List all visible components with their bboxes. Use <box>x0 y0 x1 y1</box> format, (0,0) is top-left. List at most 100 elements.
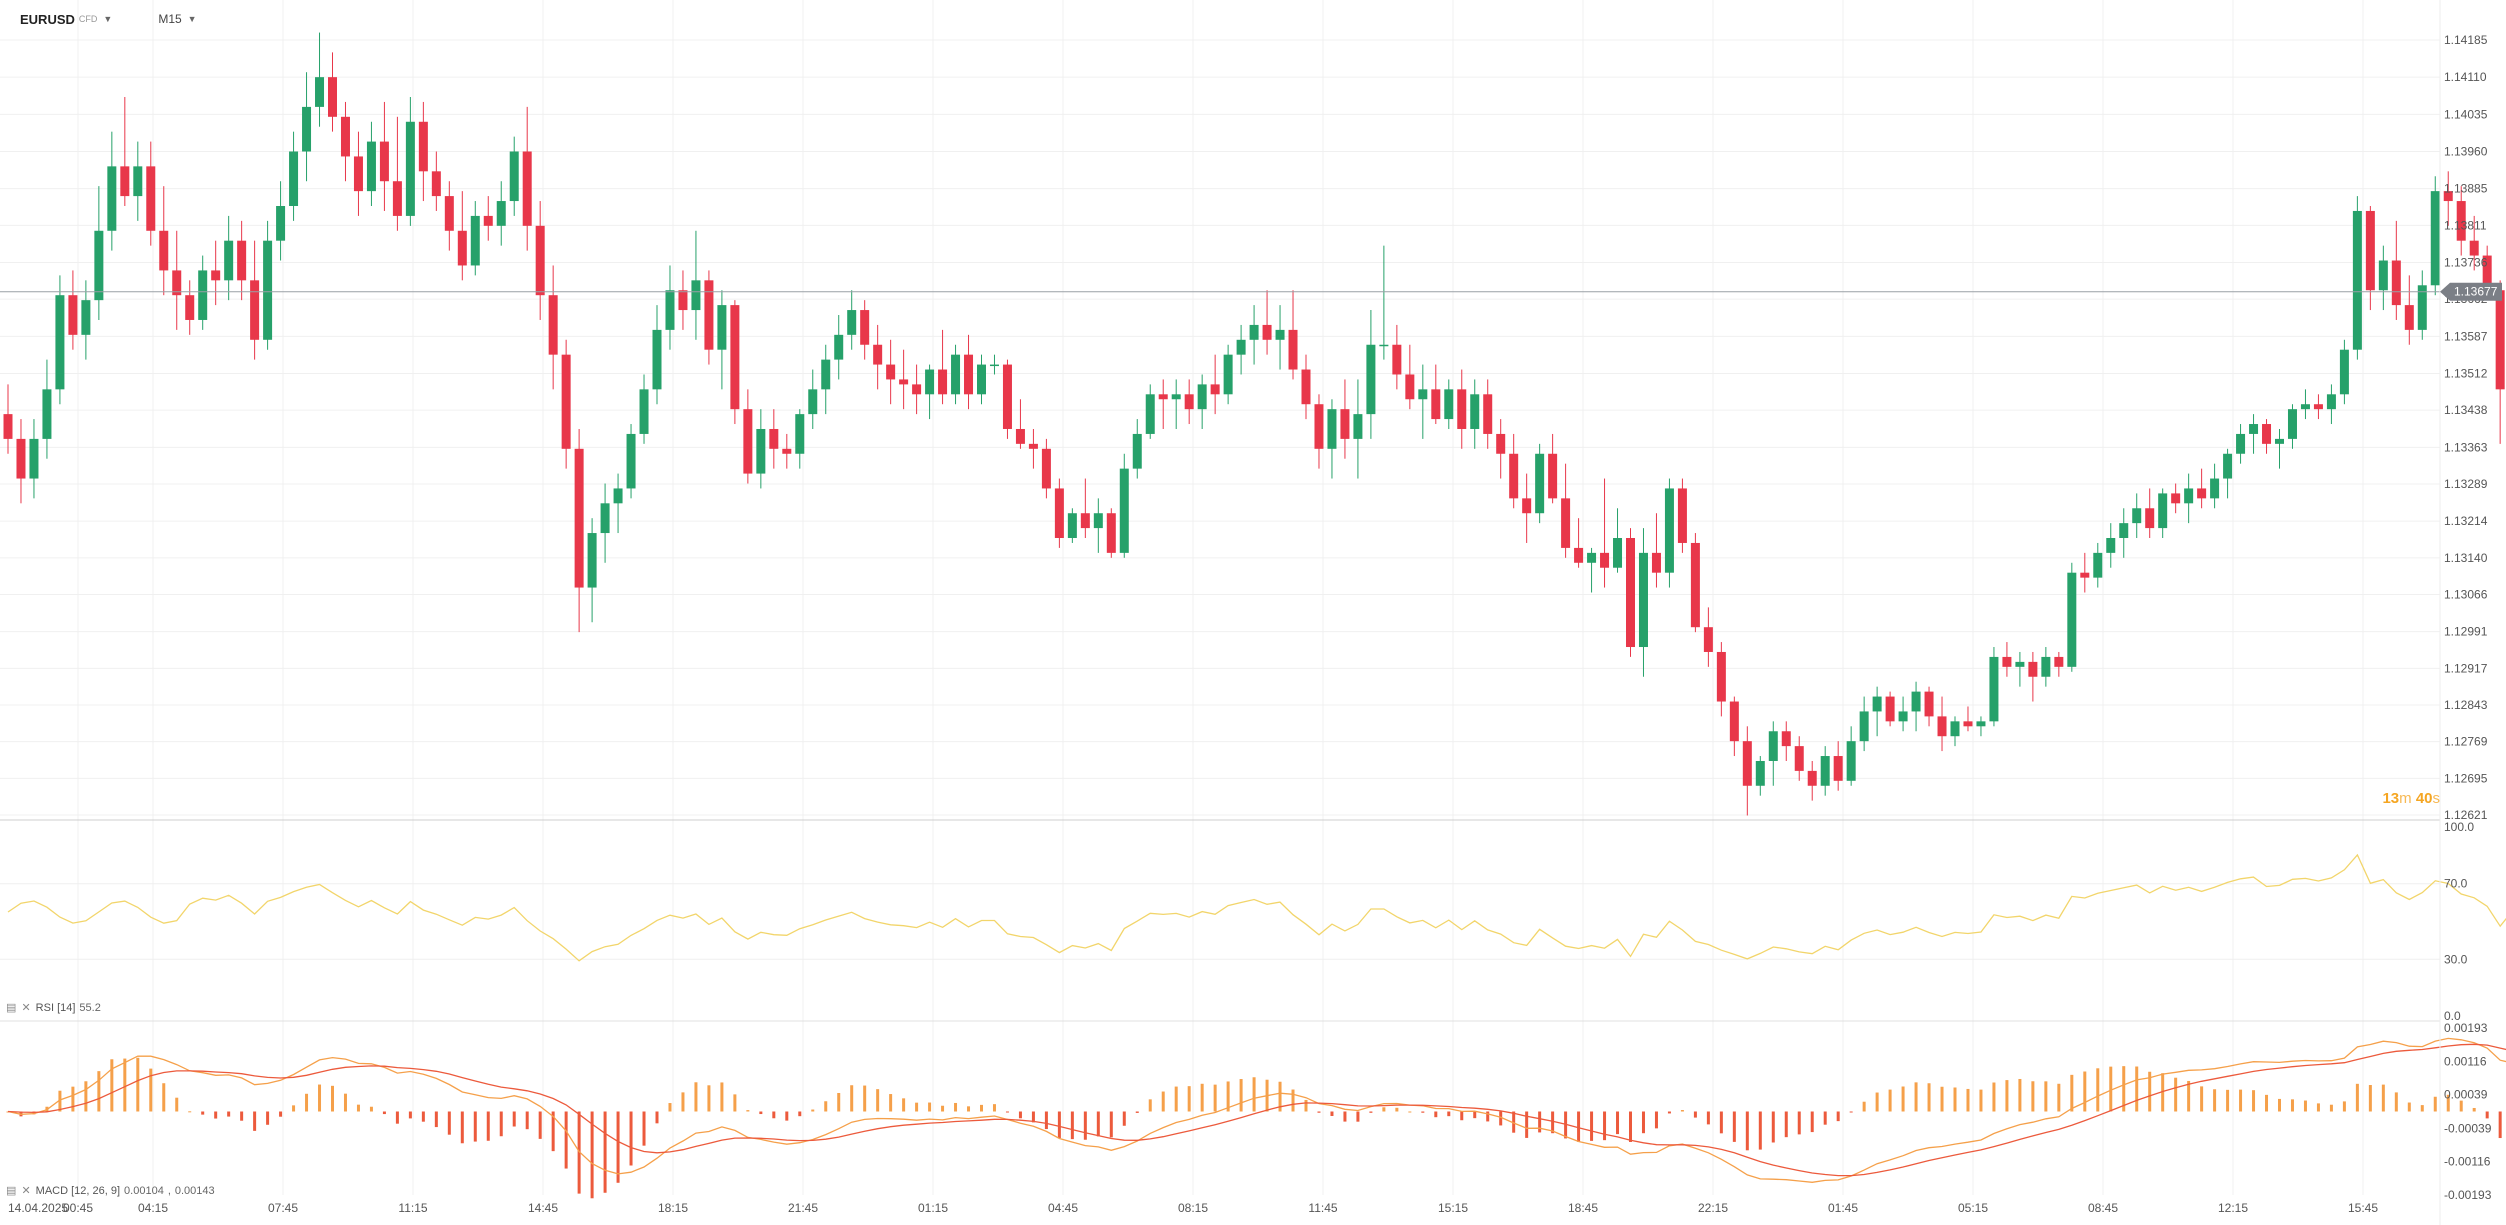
candle-body <box>769 428 779 449</box>
macd-histogram-bar <box>629 1111 633 1166</box>
macd-histogram-bar <box>1654 1111 1658 1129</box>
macd-histogram-bar <box>1719 1111 1723 1134</box>
macd-histogram-bar <box>1460 1111 1464 1121</box>
macd-histogram-bar <box>97 1071 101 1112</box>
candle-body <box>1431 389 1441 420</box>
price-axis-tick: 1.13214 <box>2444 514 2488 528</box>
candle-body <box>1729 701 1739 742</box>
settings-icon[interactable]: ▤ ✕ <box>6 1185 32 1197</box>
macd-histogram-bar <box>1213 1084 1217 1112</box>
candle-body <box>665 290 675 330</box>
macd-histogram-bar <box>1888 1089 1892 1112</box>
candle-body <box>2184 488 2194 504</box>
price-axis-tick: 1.14185 <box>2444 33 2488 47</box>
macd-histogram-bar <box>343 1093 347 1112</box>
candle-body <box>366 141 376 192</box>
rsi-line <box>7 853 2506 962</box>
macd-histogram-bar <box>746 1110 750 1112</box>
candle-body <box>561 354 571 449</box>
candle-body <box>1742 741 1752 786</box>
candle-body <box>1392 344 1402 375</box>
candle-body <box>548 295 558 355</box>
macd-histogram-bar <box>1330 1111 1334 1116</box>
timeframe-selector[interactable]: M15 <box>158 12 182 26</box>
candle-body <box>1807 770 1817 786</box>
candle-body <box>1522 498 1532 514</box>
candle-body <box>2093 552 2103 578</box>
time-axis-tick: 01:15 <box>918 1201 948 1215</box>
candle-body <box>68 295 78 335</box>
candle-body <box>1548 453 1558 499</box>
rsi-legend: ▤ ✕ RSI [14] 55.2 <box>6 1001 101 1015</box>
macd-histogram-bar <box>2355 1083 2359 1112</box>
candle-body <box>2223 453 2233 479</box>
chevron-down-icon[interactable]: ▼ <box>103 14 113 24</box>
candle-body <box>224 240 234 281</box>
time-axis-tick: 05:15 <box>1958 1201 1988 1215</box>
chevron-down-icon[interactable]: ▼ <box>187 14 197 24</box>
candle-body <box>1911 691 1921 712</box>
time-axis-tick: 14:45 <box>528 1201 558 1215</box>
candle-body <box>1846 741 1856 781</box>
macd-histogram-bar <box>2187 1080 2191 1112</box>
candle-body <box>2262 424 2272 444</box>
candle-body <box>1418 389 1428 400</box>
candle-body <box>29 438 39 479</box>
candle-body <box>1716 651 1726 702</box>
candle-body <box>133 166 143 197</box>
macd-histogram-bar <box>110 1059 114 1112</box>
candle-body <box>1093 513 1103 529</box>
candle-body <box>1600 552 1610 568</box>
price-axis-tick: 1.13811 <box>2444 218 2487 232</box>
macd-histogram-bar <box>123 1058 127 1112</box>
macd-histogram-bar <box>1603 1111 1607 1141</box>
macd-histogram-bar <box>460 1111 464 1144</box>
macd-histogram-bar <box>2459 1100 2463 1112</box>
macd-histogram-bar <box>2057 1083 2061 1112</box>
time-axis-tick: 15:45 <box>2348 1201 2378 1215</box>
price-panel <box>0 32 2505 816</box>
price-axis-tick: 1.13289 <box>2444 477 2488 491</box>
macd-axis-tick: -0.00039 <box>2444 1121 2492 1135</box>
candle-body <box>626 433 636 489</box>
candle-body <box>2275 438 2284 444</box>
candle-body <box>2145 508 2155 529</box>
macd-histogram-bar <box>408 1111 412 1119</box>
last-price-badge <box>2440 282 2502 301</box>
macd-histogram-bar <box>227 1111 231 1117</box>
candle-body <box>1145 394 1155 434</box>
macd-histogram-bar <box>1174 1086 1178 1112</box>
macd-histogram-bar <box>837 1092 841 1112</box>
candle-body <box>743 409 753 474</box>
candle-body <box>691 280 701 311</box>
macd-histogram-bar <box>590 1111 594 1199</box>
macd-histogram-bar <box>954 1102 958 1112</box>
candle-body <box>834 334 844 360</box>
macd-histogram-bar <box>2148 1071 2152 1112</box>
macd-histogram-bar <box>1226 1081 1230 1112</box>
candle-body <box>2326 394 2336 410</box>
candle-body <box>938 369 948 395</box>
symbol-selector[interactable]: EURUSD <box>20 11 75 27</box>
macd-histogram-bar <box>2018 1078 2022 1112</box>
macd-histogram-bar <box>1953 1087 1957 1112</box>
macd-histogram-bar <box>1551 1111 1555 1134</box>
macd-histogram-bar <box>1317 1111 1321 1113</box>
candle-body <box>1989 656 1999 722</box>
candle-body <box>1028 443 1038 449</box>
candle-body <box>2300 404 2310 410</box>
candle-body <box>1041 448 1051 489</box>
settings-icon[interactable]: ▤ ✕ <box>6 1002 32 1014</box>
macd-histogram-bar <box>1823 1111 1827 1125</box>
macd-histogram-bar <box>2265 1094 2269 1112</box>
candle-body <box>613 488 623 504</box>
candle-body <box>1288 329 1298 370</box>
candle-body <box>1898 711 1908 722</box>
candle-body <box>470 215 480 266</box>
candle-body <box>211 270 221 281</box>
time-axis-tick: 01:45 <box>1828 1201 1858 1215</box>
time-axis-tick: 11:45 <box>1308 1201 1337 1215</box>
